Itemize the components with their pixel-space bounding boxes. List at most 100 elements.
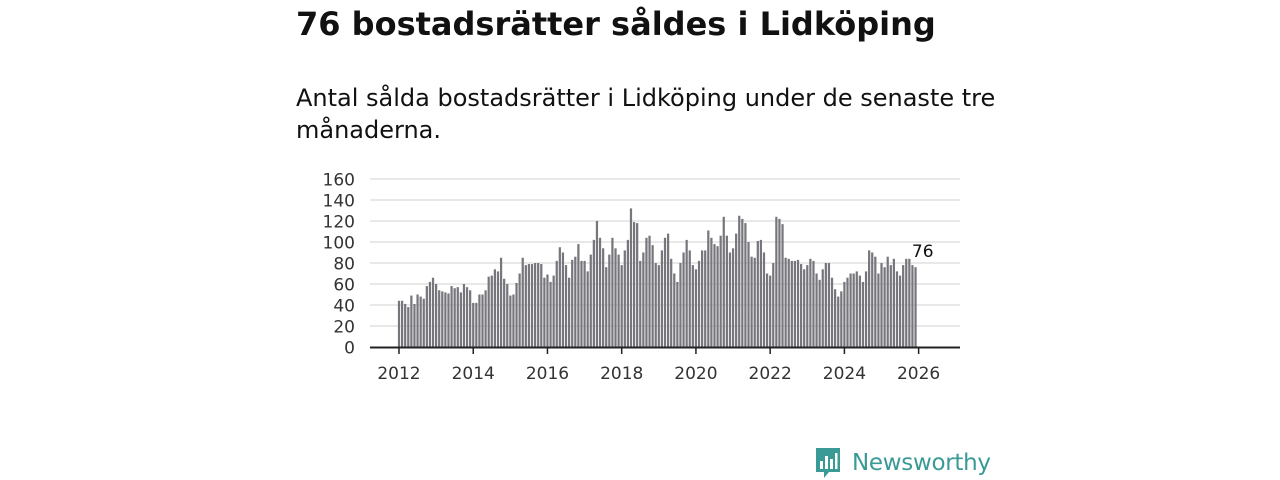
- bar: [484, 290, 487, 347]
- chart-subtitle: Antal sålda bostadsrätter i Lidköping un…: [296, 84, 996, 144]
- bar: [895, 271, 899, 347]
- bar: [750, 256, 753, 347]
- bar: [781, 224, 784, 347]
- bar: [456, 287, 459, 347]
- bar: [701, 250, 704, 347]
- bar: [605, 267, 608, 347]
- bar: [880, 263, 883, 347]
- bar-chart-speech-bubble-icon: [816, 448, 840, 478]
- bar: [509, 295, 512, 347]
- bar: [503, 278, 506, 347]
- x-axis-ticks: 2012 2014 2016 2018 2020 2022 2024 2026: [377, 348, 940, 384]
- bar: [670, 258, 673, 347]
- bar: [537, 263, 540, 347]
- bar: [806, 265, 809, 347]
- bar: [595, 221, 599, 347]
- bar: [549, 281, 552, 347]
- bar: [864, 271, 868, 347]
- bar: [441, 291, 444, 347]
- bar: [905, 258, 908, 347]
- bar: [518, 273, 521, 347]
- bar: [840, 291, 843, 347]
- bar: [444, 292, 447, 347]
- bar: [583, 260, 586, 347]
- x-tick-label: 2026: [897, 364, 940, 384]
- bar: [462, 284, 466, 347]
- bar: [691, 265, 694, 347]
- bar: [704, 250, 707, 347]
- bar: [666, 233, 670, 347]
- bar: [787, 258, 790, 347]
- y-tick-label: 0: [344, 339, 355, 359]
- bar: [762, 252, 766, 347]
- bar: [397, 300, 401, 347]
- y-tick-label: 120: [323, 213, 355, 233]
- bar: [660, 250, 664, 347]
- y-tick-label: 40: [333, 297, 355, 317]
- bar: [809, 258, 812, 347]
- bar: [521, 257, 524, 347]
- bar: [858, 275, 861, 347]
- bar: [861, 281, 865, 347]
- bar: [472, 302, 475, 347]
- bar: [871, 252, 874, 347]
- bar: [759, 239, 762, 347]
- x-tick-label: 2022: [749, 364, 792, 384]
- bar: [540, 264, 543, 347]
- bar: [815, 273, 818, 347]
- bar: [837, 296, 840, 347]
- bar: [725, 235, 728, 347]
- bar: [617, 254, 620, 347]
- bar: [469, 290, 472, 347]
- bar: [478, 294, 481, 347]
- bar: [496, 271, 500, 347]
- bar: [898, 275, 902, 347]
- bar: [632, 222, 636, 347]
- bar: [663, 237, 667, 347]
- bar: [419, 296, 422, 347]
- bar: [679, 263, 682, 347]
- bar: [527, 264, 531, 347]
- bar: [623, 250, 626, 347]
- bar: [422, 298, 425, 347]
- bar: [639, 260, 642, 347]
- bar: [410, 295, 413, 347]
- bar: [688, 250, 691, 347]
- bar: [908, 258, 911, 347]
- bar: [886, 256, 889, 347]
- bar: [775, 216, 778, 347]
- bar: [685, 239, 688, 347]
- bar: [465, 287, 469, 347]
- bar: [914, 267, 917, 347]
- bar: [620, 265, 623, 347]
- bar: [735, 233, 738, 347]
- bar: [868, 250, 871, 347]
- bar: [883, 267, 886, 347]
- bar: [453, 288, 456, 347]
- bar: [416, 294, 419, 347]
- bar: [571, 259, 574, 347]
- x-tick-label: 2014: [452, 364, 495, 384]
- bar: [564, 265, 568, 347]
- bar: [657, 265, 660, 347]
- bar: [778, 218, 781, 347]
- y-tick-label: 80: [333, 255, 355, 275]
- bar: [812, 260, 815, 347]
- y-tick-label: 100: [323, 234, 355, 254]
- bar: [803, 269, 806, 347]
- bar: [645, 237, 648, 347]
- bar: [790, 260, 793, 347]
- bar: [589, 254, 592, 347]
- bar: [827, 263, 831, 347]
- bar: [824, 263, 827, 347]
- bar: [425, 286, 428, 347]
- bar: [428, 281, 432, 347]
- bar: [793, 260, 797, 347]
- bar: [636, 223, 639, 347]
- bar: [772, 263, 775, 347]
- bar: [834, 289, 837, 347]
- bar: [877, 273, 880, 347]
- x-tick-label: 2024: [823, 364, 866, 384]
- bar: [852, 273, 855, 347]
- bar: [592, 239, 595, 347]
